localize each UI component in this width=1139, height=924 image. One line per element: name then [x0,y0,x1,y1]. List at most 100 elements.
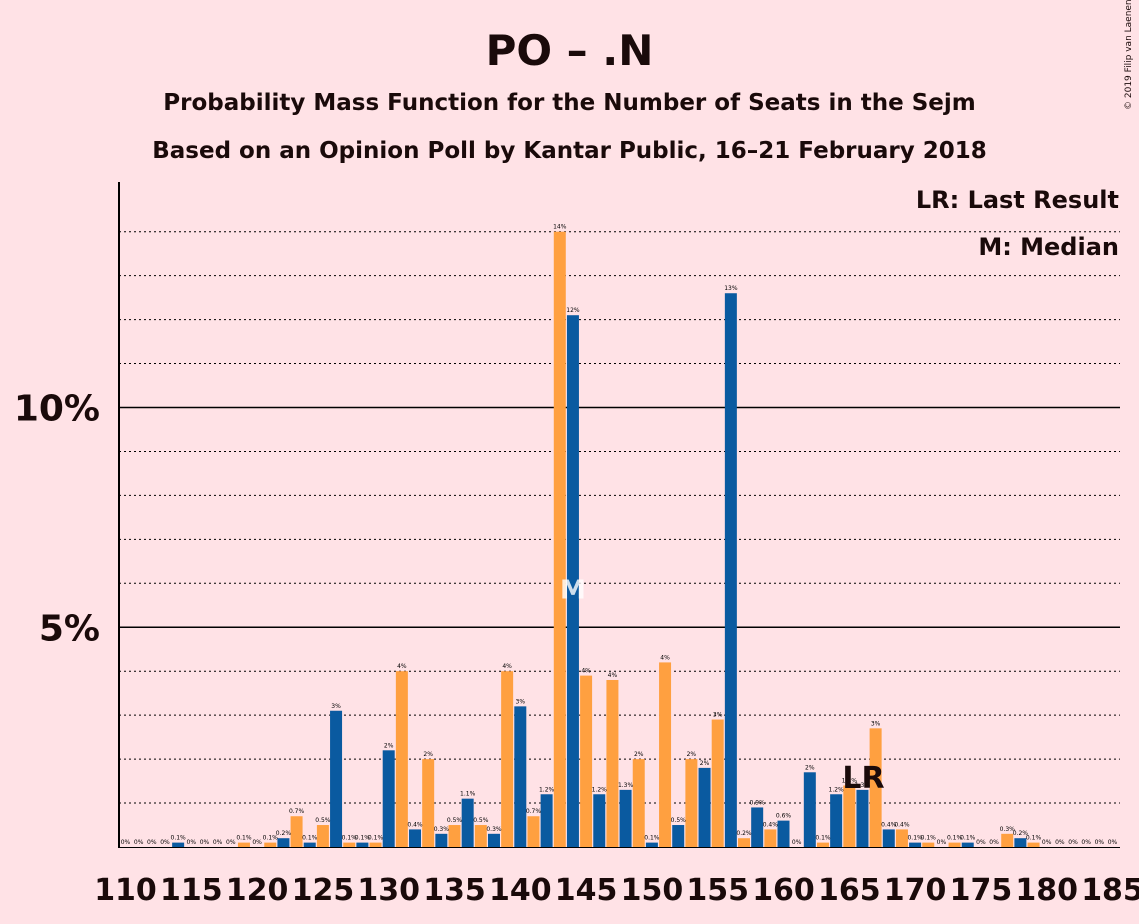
x-tick-130: 130 [357,873,420,908]
bar-152 [672,825,685,847]
bar-144 [566,315,579,848]
bar-145 [580,675,593,847]
last-result-marker: LR [842,761,884,796]
value-label-171: 0.1% [921,835,937,842]
value-label-133: 2% [423,751,433,758]
bar-131 [395,671,408,847]
value-label-131: 4% [397,663,407,670]
value-label-127: 0.1% [342,835,358,842]
bar-166 [856,789,869,847]
bar-155 [711,719,724,847]
value-label-143: 14% [553,224,567,231]
x-tick-155: 155 [686,873,749,908]
value-label-173: 0.1% [947,835,963,842]
bar-124 [303,842,316,847]
bar-119 [237,842,250,847]
x-tick-150: 150 [621,873,684,908]
x-tick-110: 110 [94,873,157,908]
value-label-147: 4% [608,672,618,679]
bar-169 [895,829,908,847]
value-label-138: 0.3% [486,826,502,833]
bar-132 [409,829,422,847]
value-label-179: 0.1% [1026,835,1042,842]
bar-114 [172,842,185,847]
median-marker: M [560,575,586,605]
value-label-130: 2% [384,742,394,749]
value-label-110: 0% [121,839,131,846]
value-label-178: 0.2% [1013,830,1029,837]
value-label-182: 0% [1068,839,1078,846]
bar-147 [606,679,619,847]
bar-129 [369,842,382,847]
bar-133 [422,759,435,847]
bar-141 [527,816,540,847]
value-label-158: 0.9% [750,799,766,806]
value-label-185: 0% [1108,839,1118,846]
chart-subtitle-source: Based on an Opinion Poll by Kantar Publi… [152,138,987,164]
value-label-174: 0.1% [960,835,976,842]
x-tick-180: 180 [1015,873,1078,908]
bar-160 [777,820,790,847]
value-label-115: 0% [187,839,197,846]
x-tick-140: 140 [489,873,552,908]
value-label-145: 4% [581,668,591,675]
bar-165 [843,785,856,847]
chart-title: PO – .N [485,26,654,75]
value-label-116: 0% [200,839,210,846]
value-label-183: 0% [1081,839,1091,846]
value-label-135: 0.5% [447,817,463,824]
x-tick-145: 145 [555,873,618,908]
x-tick-125: 125 [292,873,355,908]
bar-156 [724,293,737,848]
bar-171 [922,842,935,847]
value-label-177: 0.3% [1000,826,1016,833]
value-label-176: 0% [989,839,999,846]
value-label-181: 0% [1055,839,1065,846]
bar-177 [1001,833,1014,847]
value-label-124: 0.1% [302,835,318,842]
value-label-136: 1.1% [460,791,476,798]
bar-148 [619,789,632,847]
value-label-146: 1.2% [592,786,608,793]
bar-127 [343,842,356,847]
value-label-132: 0.4% [407,821,423,828]
y-tick-labels: 5% 10% [14,389,100,650]
value-label-159: 0.4% [763,821,779,828]
bar-121 [264,842,277,847]
value-label-180: 0% [1042,839,1052,846]
bar-178 [1014,838,1027,847]
value-label-123: 0.7% [289,808,305,815]
value-label-149: 2% [634,751,644,758]
bar-150 [645,842,658,847]
bar-174 [961,842,974,847]
value-label-162: 2% [805,764,815,771]
value-label-137: 0.5% [473,817,489,824]
bar-159 [764,829,777,847]
bar-154 [698,767,711,847]
value-label-111: 0% [134,839,144,846]
markers: M LR [560,575,885,795]
bar-170 [909,842,922,847]
bar-168 [882,829,895,847]
value-label-166: 1.3% [855,782,871,789]
value-label-129: 0.1% [368,835,384,842]
bar-136 [461,798,474,847]
value-label-114: 0.1% [171,835,187,842]
value-label-148: 1.3% [618,782,634,789]
value-label-168: 0.4% [881,821,897,828]
bar-122 [277,838,290,847]
value-label-151: 4% [660,654,670,661]
value-label-122: 0.2% [276,830,292,837]
value-label-155: 3% [713,712,723,719]
x-tick-115: 115 [160,873,223,908]
value-label-161: 0% [792,839,802,846]
value-label-144: 12% [566,307,580,314]
bar-126 [330,710,343,847]
bar-143 [553,231,566,847]
bar-151 [659,662,672,847]
value-label-175: 0% [976,839,986,846]
value-label-169: 0.4% [894,821,910,828]
bar-138 [487,833,500,847]
value-label-140: 3% [516,698,526,705]
